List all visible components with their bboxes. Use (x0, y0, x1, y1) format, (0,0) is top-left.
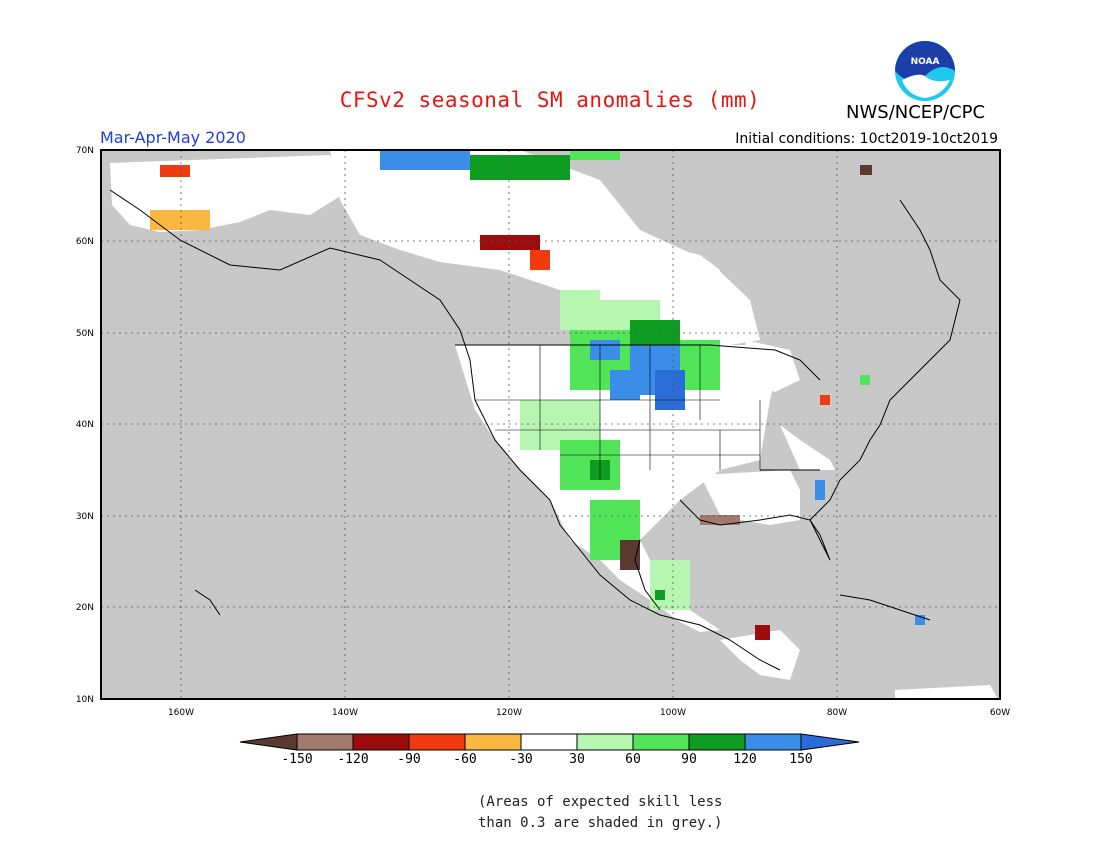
noaa-logo-text: NOAA (911, 57, 940, 67)
colorbar-tick-label: 60 (625, 752, 641, 767)
colorbar-swatch (408, 733, 466, 751)
footnote: (Areas of expected skill less than 0.3 a… (478, 792, 722, 834)
colorbar-arrow-right (800, 733, 860, 751)
coastlines (109, 189, 961, 671)
colorbar-tick-label: 120 (733, 752, 756, 767)
colorbar-tick-label: 150 (789, 752, 812, 767)
agency-label: NWS/NCEP/CPC (846, 102, 986, 123)
lon-labels: 160W 140W 120W 100W 80W 60W (168, 708, 1010, 718)
lat-label: 50N (76, 329, 94, 339)
lat-labels: 70N 60N 50N 40N 30N 20N 10N (76, 146, 94, 705)
lon-label: 160W (168, 708, 194, 718)
colorbar-tick-label: -60 (453, 752, 476, 767)
colorbar-swatch (352, 733, 410, 751)
lat-label: 10N (76, 695, 94, 705)
lon-label: 120W (496, 708, 522, 718)
lat-label: 70N (76, 146, 94, 156)
initial-conditions-label: Initial conditions: 10ct2019-10ct2019 (735, 131, 998, 147)
colorbar-swatch (688, 733, 746, 751)
colorbar-tick-label: 90 (681, 752, 697, 767)
footnote-line: than 0.3 are shaded in grey.) (478, 815, 723, 831)
colorbar-tick-label: -90 (397, 752, 420, 767)
colorbar-tick-label: 30 (569, 752, 585, 767)
footnote-line: (Areas of expected skill less (478, 794, 723, 810)
lon-label: 60W (990, 708, 1010, 718)
lon-label: 140W (332, 708, 358, 718)
lat-label: 20N (76, 603, 94, 613)
lon-label: 100W (660, 708, 686, 718)
lon-label: 80W (827, 708, 847, 718)
graticule (101, 150, 1000, 699)
colorbar (239, 733, 860, 751)
colorbar-swatch (520, 733, 578, 751)
colorbar-labels: -150 -120 -90 -60 -30 30 60 90 120 150 (281, 752, 812, 767)
season-label: Mar-Apr-May 2020 (100, 128, 246, 147)
map-frame (100, 149, 1001, 700)
colorbar-tick-label: -150 (281, 752, 312, 767)
colorbar-tick-label: -30 (509, 752, 532, 767)
colorbar-swatch (576, 733, 634, 751)
lat-label: 40N (76, 420, 94, 430)
noaa-logo: NOAA (895, 41, 955, 101)
state-borders (475, 345, 761, 480)
colorbar-arrow-left (239, 733, 298, 751)
colorbar-swatch (296, 733, 354, 751)
lat-label: 60N (76, 237, 94, 247)
colorbar-tick-label: -120 (337, 752, 368, 767)
colorbar-swatch (744, 733, 802, 751)
colorbar-swatch (632, 733, 690, 751)
lat-label: 30N (76, 512, 94, 522)
map-title: CFSv2 seasonal SM anomalies (mm) (339, 88, 761, 112)
colorbar-swatch (464, 733, 522, 751)
